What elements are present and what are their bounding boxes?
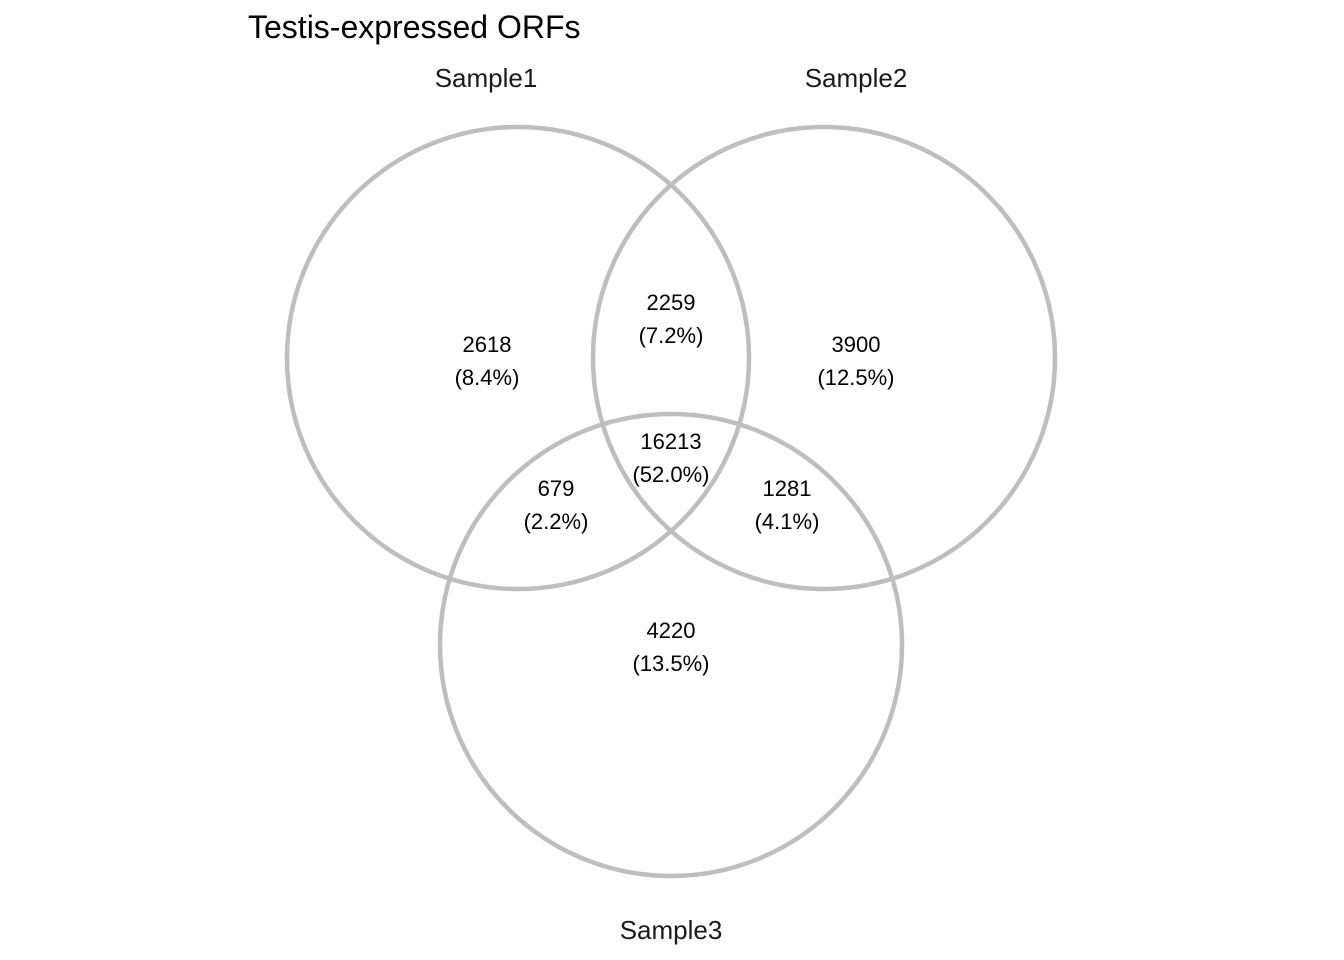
sample3-circle: [437, 411, 905, 879]
region-all-percent: (52.0%): [632, 462, 709, 487]
region-sample1-sample3-count: 679: [538, 476, 575, 501]
region-sample2-sample3-percent: (4.1%): [755, 509, 820, 534]
sample3-label: Sample3: [620, 915, 723, 945]
diagram-title: Testis-expressed ORFs: [248, 9, 581, 45]
region-only-sample2-count: 3900: [832, 332, 881, 357]
region-sample1-sample2-count: 2259: [647, 290, 696, 315]
sample2-label: Sample2: [805, 63, 908, 93]
region-only-sample1-percent: (8.4%): [455, 365, 520, 390]
region-only-sample2-percent: (12.5%): [817, 365, 894, 390]
region-only-sample3-count: 4220: [647, 618, 696, 643]
region-only-sample1-count: 2618: [463, 332, 512, 357]
sample1-label: Sample1: [435, 63, 538, 93]
region-all-count: 16213: [640, 429, 701, 454]
region-sample2-sample3-count: 1281: [763, 476, 812, 501]
region-sample1-sample2-percent: (7.2%): [639, 323, 704, 348]
region-only-sample3-percent: (13.5%): [632, 651, 709, 676]
sample1-circle: [284, 124, 752, 592]
region-sample1-sample3-percent: (2.2%): [524, 509, 589, 534]
sample2-circle: [590, 124, 1058, 592]
